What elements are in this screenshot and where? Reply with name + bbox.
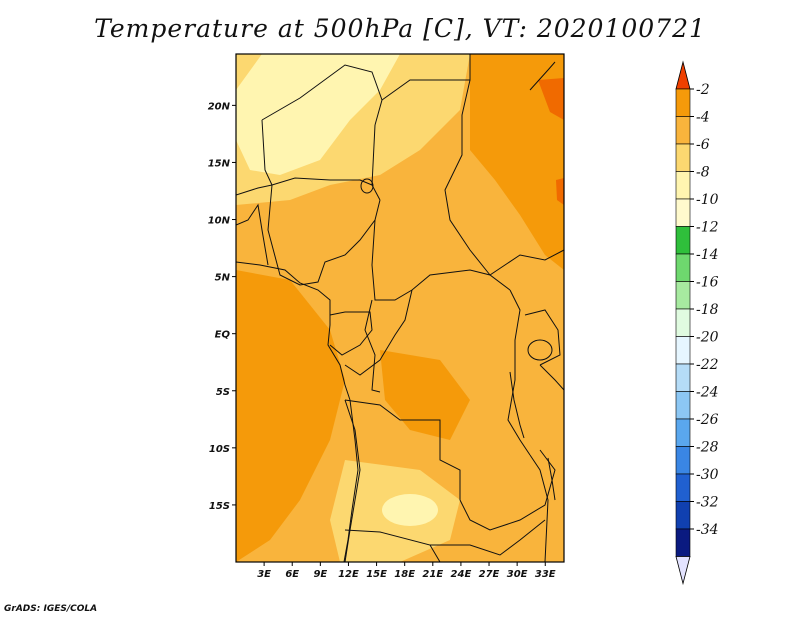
map-frame: [235, 53, 565, 563]
temperature-field: [236, 54, 564, 562]
border-algeria-niger: [261, 64, 383, 126]
y-tick-label: 10S: [209, 444, 230, 455]
lake-victoria: [527, 339, 553, 361]
colorbar-swatch: [675, 253, 691, 282]
lake-chad: [360, 178, 374, 194]
colorbar-label: -22: [696, 357, 719, 373]
colorbar: -2 -4 -6 -8 -10 -12 -14 -16 -18 -20 -22 -24 -26 -28 -3…: [675, 60, 719, 586]
field-region-center: [380, 350, 470, 440]
border-libya-chad: [381, 54, 471, 101]
x-tick-label: 27E: [479, 569, 500, 580]
x-tick-label: 9E: [313, 569, 327, 580]
colorbar-label: -6: [696, 137, 710, 153]
colorbar-swatch: [675, 363, 691, 392]
border-drc-east: [507, 289, 531, 456]
x-tick-label: 33E: [535, 569, 556, 580]
colorbar-swatch: [675, 418, 691, 447]
coastline-west-south: [343, 399, 359, 562]
colorbar-top-arrow: [675, 60, 691, 90]
x-tick-label: 30E: [507, 569, 528, 580]
x-axis-ticks: 3E 6E 9E 12E 15E 18E 21E 24E 27E 30E 33E: [257, 562, 556, 580]
colorbar-swatch: [675, 336, 691, 365]
y-tick-label: 20N: [208, 101, 231, 112]
field-region-northwest: [236, 54, 400, 175]
colorbar-label: -4: [696, 110, 710, 126]
field-hot-east: [556, 178, 564, 205]
colorbar-label: -32: [696, 495, 719, 511]
colorbar-swatch: [675, 171, 691, 200]
colorbar-swatch: [675, 528, 691, 557]
red-sea-coast: [529, 61, 556, 91]
colorbar-label: -34: [696, 522, 719, 538]
colorbar-swatch: [675, 116, 691, 145]
field-region-east: [470, 54, 564, 270]
y-tick-label: 15N: [208, 158, 231, 169]
border-gabon: [329, 311, 373, 356]
border-drc-congo: [344, 289, 413, 376]
colorbar-label: -24: [696, 385, 719, 401]
colorbar-label: -12: [696, 220, 719, 236]
colorbar-swatch: [675, 281, 691, 310]
colorbar-label: -16: [696, 275, 719, 291]
y-tick-label: 15S: [209, 501, 230, 512]
x-tick-label: 15E: [366, 569, 387, 580]
x-tick-label: 24E: [451, 569, 472, 580]
x-tick-label: 21E: [422, 569, 443, 580]
border-sudan-south: [489, 249, 564, 276]
chart-title: Temperature at 500hPa [C], VT: 202010072…: [94, 14, 706, 43]
credit-text: GrADS: IGES/COLA: [4, 604, 98, 614]
colorbar-swatch: [675, 143, 691, 172]
x-tick-label: 12E: [338, 569, 359, 580]
colorbar-swatch: [675, 446, 691, 475]
colorbar-swatch: [675, 501, 691, 530]
colorbar-swatch: [675, 473, 691, 502]
x-tick-label: 18E: [394, 569, 415, 580]
border-car-congo: [364, 299, 381, 393]
colorbar-label: -28: [696, 440, 719, 456]
lake-malawi: [547, 457, 556, 501]
colorbar-swatch: [675, 391, 691, 420]
colorbar-label: -10: [696, 192, 719, 208]
coastline-gulf: [236, 261, 351, 401]
colorbar-label: -30: [696, 467, 719, 483]
colorbar-label: -26: [696, 412, 719, 428]
y-tick-label: 5N: [215, 273, 231, 284]
y-tick-label: EQ: [215, 330, 231, 341]
border-ghana-togo: [236, 203, 269, 266]
colorbar-label: -8: [696, 165, 710, 181]
field-blob-south: [382, 494, 438, 526]
lake-tanganyika: [509, 371, 525, 439]
colorbar-label: -14: [696, 247, 719, 263]
border-namibia: [344, 529, 441, 562]
x-tick-label: 6E: [285, 569, 299, 580]
field-hot-northeast: [538, 78, 564, 120]
colorbar-swatch: [675, 308, 691, 337]
border-nigeria: [267, 184, 381, 286]
colorbar-swatch: [675, 88, 691, 117]
border-angola-drc: [344, 399, 461, 500]
border-chad-sudan: [444, 79, 491, 276]
border-zambia-east: [459, 449, 556, 531]
y-tick-label: 10N: [208, 216, 231, 227]
border-mali-niger: [261, 119, 373, 186]
colorbar-label: -2: [696, 82, 710, 98]
y-tick-label: 5S: [216, 387, 230, 398]
colorbar-swatch: [675, 226, 691, 255]
field-region-west: [236, 270, 345, 562]
border-mozambique: [529, 454, 549, 562]
colorbar-bottom-arrow: [675, 556, 691, 586]
colorbar-label: -20: [696, 330, 719, 346]
border-tanzania: [539, 364, 564, 391]
country-borders: [236, 54, 564, 562]
border-zimbabwe: [430, 519, 546, 556]
border-burkina: [236, 184, 273, 196]
colorbar-label: -18: [696, 302, 719, 318]
x-tick-label: 3E: [257, 569, 271, 580]
border-uganda-kenya: [524, 309, 561, 366]
y-axis-ticks: 20N 15N 10N 5N EQ 5S 10S 15S: [208, 101, 236, 512]
colorbar-swatch: [675, 198, 691, 227]
